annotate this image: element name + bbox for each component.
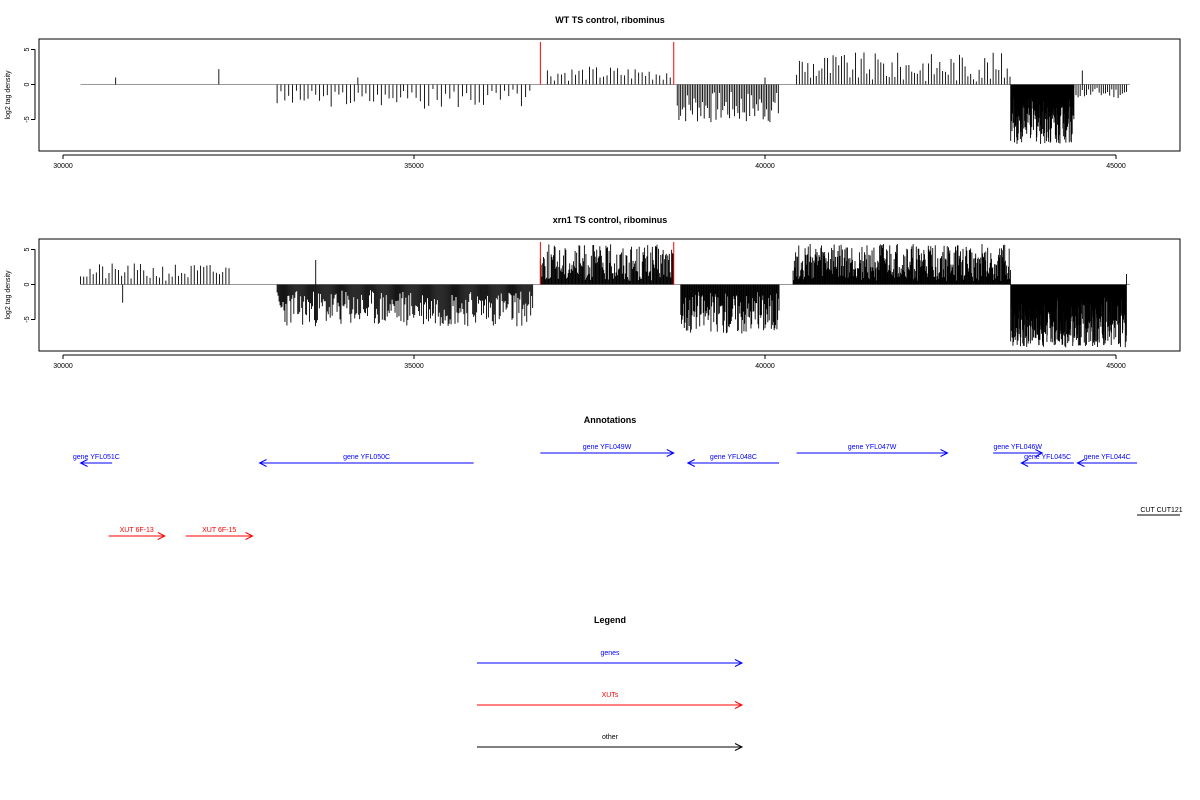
y-axis: -5 0 5: [24, 47, 36, 123]
legend-items: genes XUTs other: [477, 650, 744, 751]
panel-title: WT TS control, ribominus: [555, 15, 665, 25]
gene-label: gene YFL049W: [583, 444, 632, 451]
xrn1-coverage-panel: xrn1 TS control, ribominus log2 tag dens…: [5, 215, 1181, 370]
bar-series: [80, 242, 1131, 348]
y-axis-label: log2 tag density: [5, 270, 12, 320]
x-tick-label: 40000: [755, 163, 775, 170]
plot-frame: [38, 238, 1181, 352]
gene-arrow: gene YFL051C: [73, 454, 120, 467]
gene-label: gene YFL045C: [1024, 454, 1071, 461]
x-tick-label: 30000: [53, 363, 73, 370]
y-axis: -5 0 5: [24, 247, 36, 323]
legend-arrow: XUTs: [477, 692, 744, 709]
legend-label: other: [602, 734, 619, 741]
gene-annotations: gene YFL051C gene YFL050C gene YFL049W gene…: [73, 444, 1138, 467]
gene-arrow: gene YFL045C: [1020, 454, 1074, 467]
y-tick-label: 0: [24, 82, 31, 86]
gene-label: gene YFL047W: [848, 444, 897, 451]
gene-arrow: gene YFL044C: [1076, 454, 1138, 467]
y-axis-label: log2 tag density: [5, 70, 12, 120]
wt-coverage-panel: WT TS control, ribominus log2 tag densit…: [5, 15, 1181, 170]
y-tick-label: 5: [24, 247, 31, 251]
annotations-panel: Annotations gene YFL051C gene YFL050Cgene…: [73, 415, 1183, 540]
gene-label: gene YFL051C: [73, 454, 120, 461]
gene-arrow: gene YFL046W: [993, 444, 1044, 457]
gene-label: gene YFL050C: [343, 454, 390, 461]
legend-arrow: other: [477, 734, 744, 751]
gene-arrow: gene YFL047W: [796, 444, 949, 457]
y-tick-label: 5: [24, 47, 31, 51]
legend-title: Legend: [594, 615, 626, 625]
legend-label: genes: [600, 650, 620, 657]
gene-arrow: gene YFL048C: [686, 454, 780, 467]
xut-label: XUT 6F-13: [120, 527, 154, 534]
gene-arrow: gene YFL050C: [258, 454, 474, 467]
annotations-title: Annotations: [584, 415, 637, 425]
x-tick-label: 30000: [53, 163, 73, 170]
gene-label: gene YFL044C: [1084, 454, 1131, 461]
y-tick-label: -5: [24, 116, 31, 122]
other-feature: CUT CUT121: [1137, 507, 1183, 516]
gene-label: gene YFL046W: [993, 444, 1042, 451]
x-tick-label: 45000: [1106, 363, 1126, 370]
panel-title: xrn1 TS control, ribominus: [553, 215, 668, 225]
x-axis: 30000 35000 40000 45000: [53, 354, 1126, 370]
y-tick-label: 0: [24, 282, 31, 286]
xut-arrow: XUT 6F-13: [108, 527, 166, 540]
x-tick-label: 40000: [755, 363, 775, 370]
legend-arrow: genes: [477, 650, 744, 667]
x-tick-label: 35000: [404, 363, 424, 370]
x-tick-label: 45000: [1106, 163, 1126, 170]
other-annotations: CUT CUT121: [1137, 507, 1183, 516]
other-label: CUT CUT121: [1140, 507, 1182, 514]
legend: Legend genes XUTs other: [477, 615, 744, 751]
gene-arrow: gene YFL049W: [540, 444, 675, 457]
bar-series: [80, 42, 1131, 144]
gene-label: gene YFL048C: [710, 454, 757, 461]
x-axis: 30000 35000 40000 45000: [53, 154, 1126, 170]
xut-label: XUT 6F-15: [202, 527, 236, 534]
xut-arrow: XUT 6F-15: [185, 527, 254, 540]
xut-annotations: XUT 6F-13 XUT 6F-15: [108, 527, 254, 540]
legend-label: XUTs: [602, 692, 619, 699]
x-tick-label: 35000: [404, 163, 424, 170]
y-tick-label: -5: [24, 316, 31, 322]
plot-frame: [38, 38, 1181, 152]
